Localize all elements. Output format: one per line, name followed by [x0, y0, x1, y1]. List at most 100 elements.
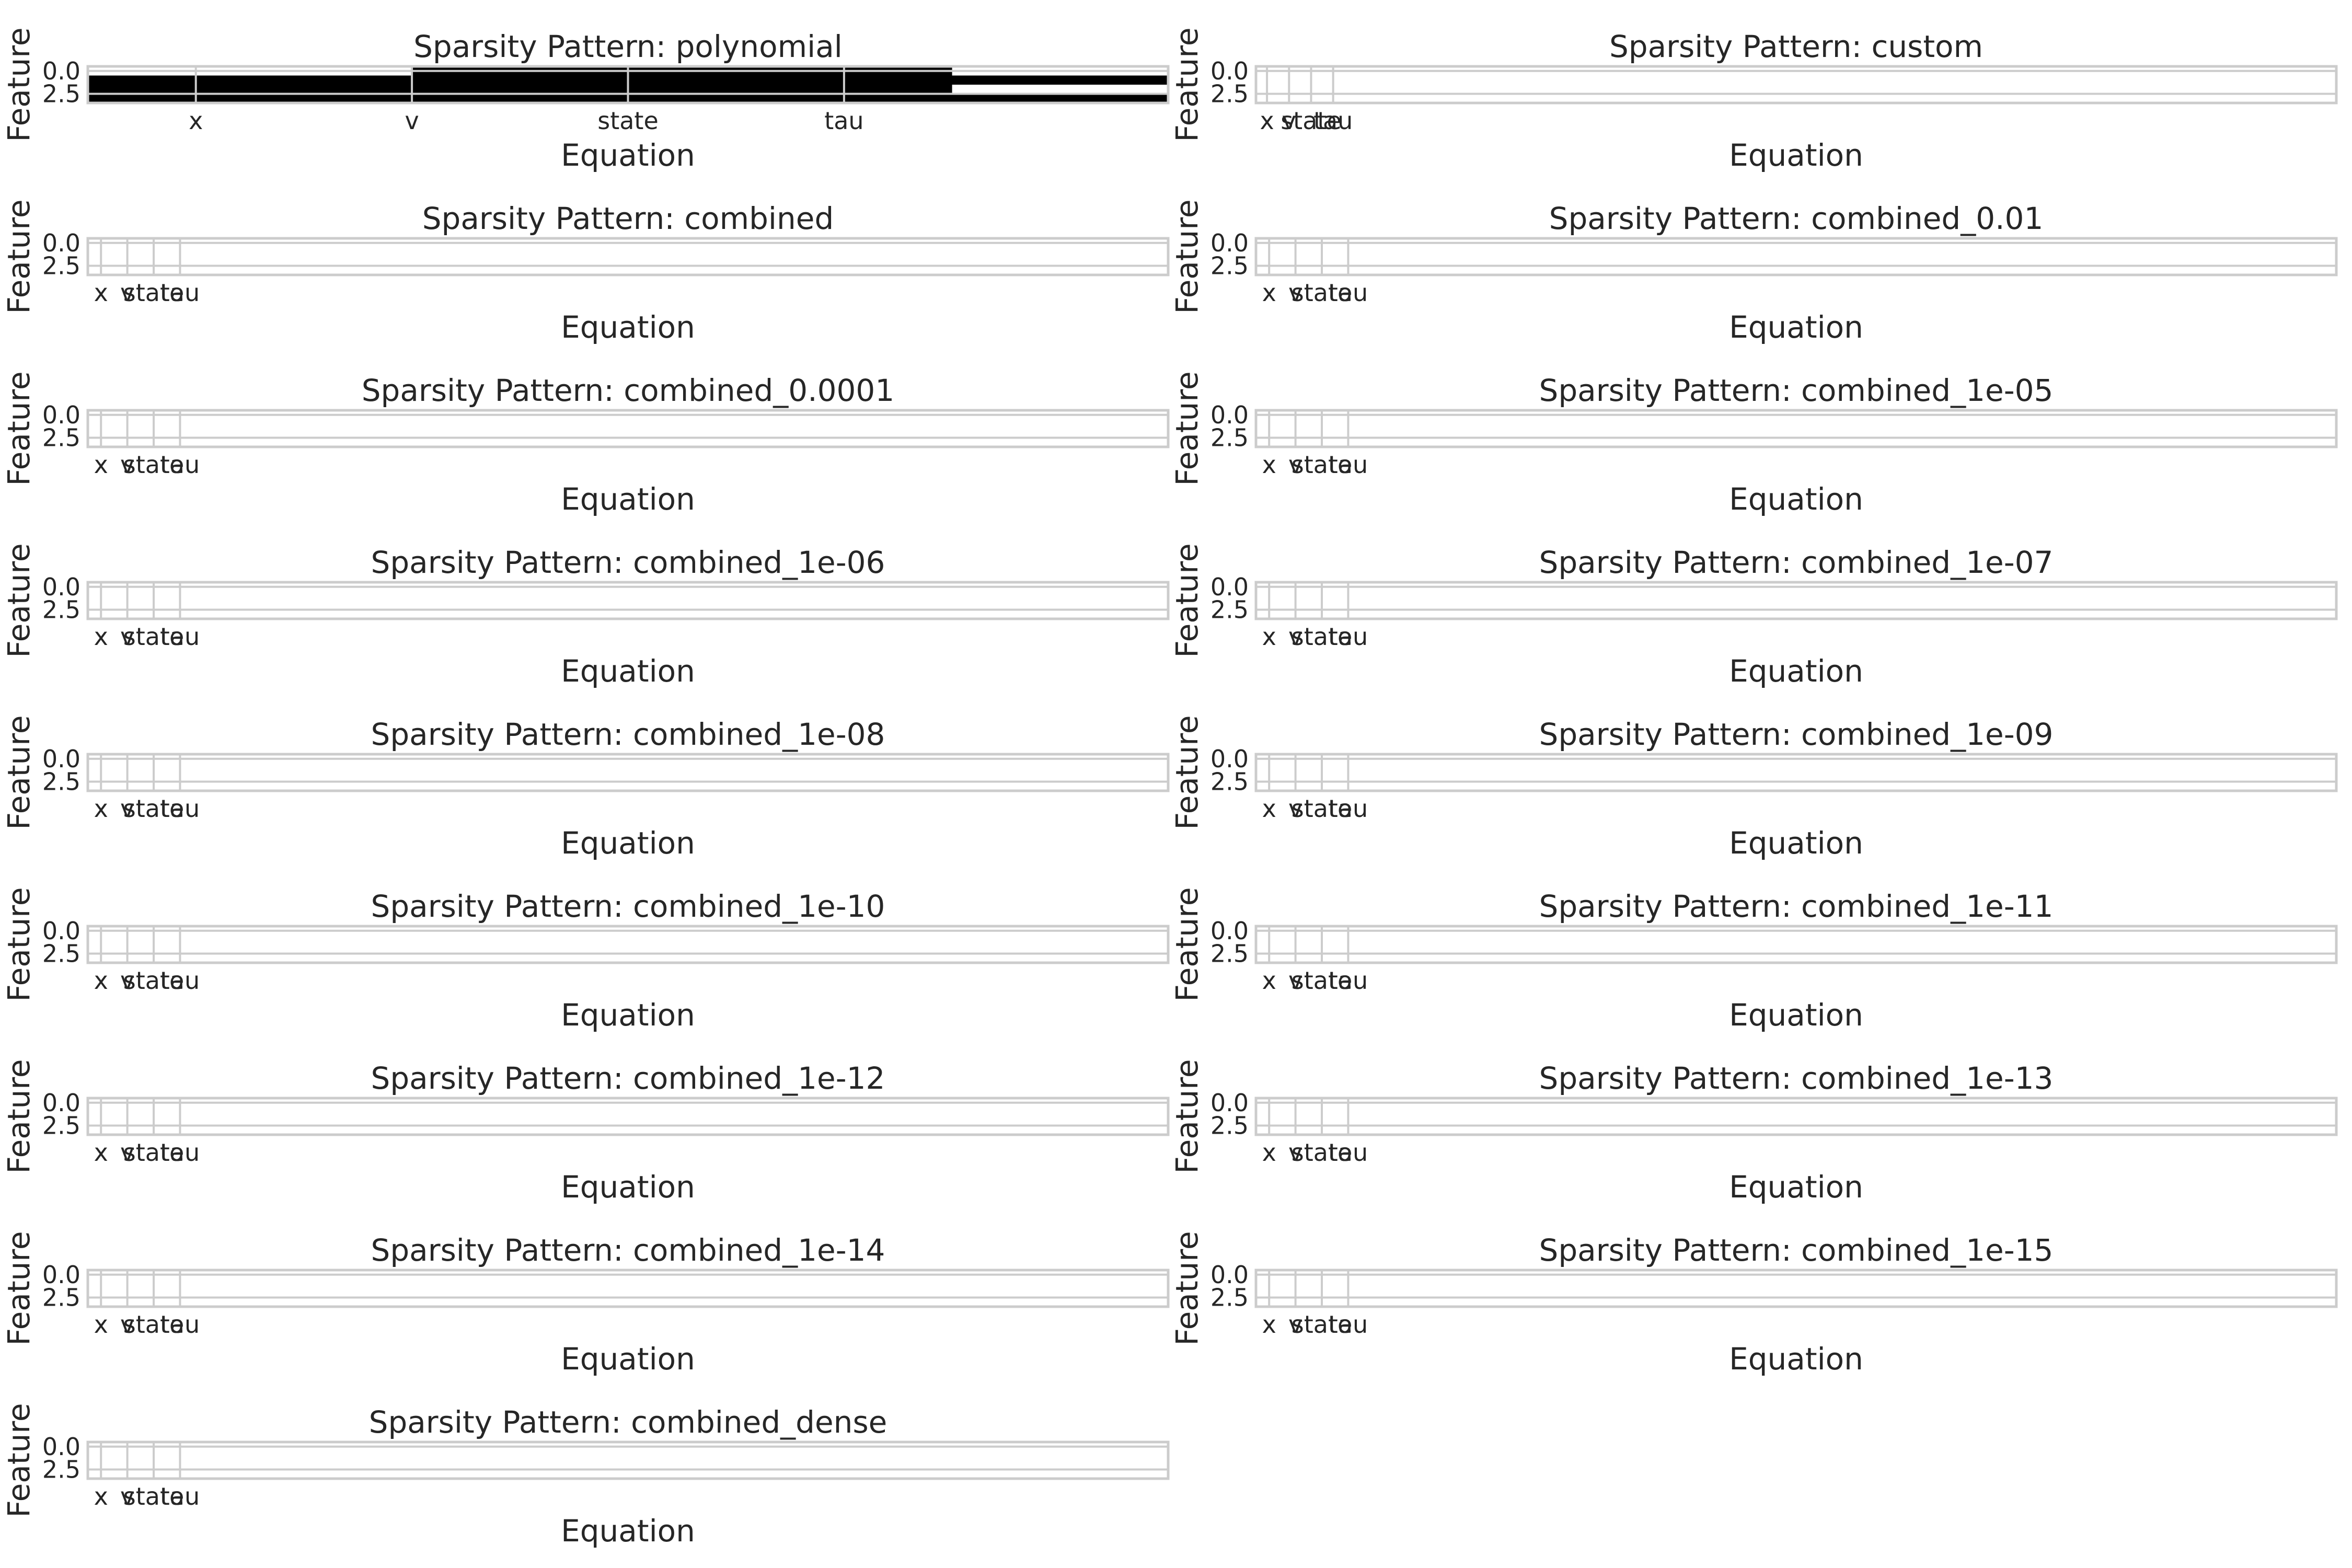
x-tick-label: state	[1292, 1310, 1353, 1339]
x-tick-label: v	[1282, 107, 1296, 135]
x-tick-label: v	[120, 279, 134, 307]
x-tick-label: tau	[160, 1482, 200, 1511]
x-tick-label: v	[120, 1482, 134, 1511]
subplot-title: Sparsity Pattern: combined_1e-12	[371, 1060, 885, 1096]
y-tick-label: 2.5	[42, 424, 80, 452]
x-tick-label: x	[94, 279, 108, 307]
axes-frame	[1254, 753, 2338, 792]
x-tick-label: state	[597, 107, 659, 135]
y-tick-label: 0.0	[42, 573, 80, 601]
subplot-title: Sparsity Pattern: combined_1e-15	[1539, 1232, 2054, 1268]
x-tick-label: tau	[1329, 966, 1368, 995]
y-axis-label: Feature	[1, 1059, 37, 1173]
axes-frame	[86, 237, 1170, 276]
axes-frame	[86, 1097, 1170, 1136]
y-tick-label: 2.5	[42, 1456, 80, 1484]
y-tick-label: 2.5	[42, 1284, 80, 1312]
subplot-title: Sparsity Pattern: combined_1e-10	[371, 889, 885, 924]
x-tick-label: state	[123, 279, 185, 307]
axes-frame	[1254, 1269, 2338, 1308]
y-axis-label: Feature	[1, 371, 37, 486]
y-tick-label: 2.5	[1210, 940, 1249, 968]
x-tick-label: v	[120, 1310, 134, 1339]
x-tick-label: tau	[1329, 794, 1368, 823]
subplot-14: Sparsity Pattern: combined_1e-14x vstatet…	[1, 1231, 1170, 1377]
y-tick-label: 0.0	[42, 745, 80, 773]
y-tick-label: 0.0	[1210, 1089, 1249, 1117]
x-tick-label: v	[120, 794, 134, 823]
y-axis-label: Feature	[1, 715, 37, 829]
x-axis-label: Equation	[1729, 309, 1863, 345]
y-axis-label: Feature	[1169, 887, 1205, 1001]
y-tick-label: 2.5	[42, 80, 80, 108]
subplot-10: Sparsity Pattern: combined_1e-10x vstatet…	[1, 887, 1170, 1033]
x-tick-label: v	[1288, 1138, 1302, 1167]
axes-frame	[1254, 925, 2338, 964]
axes-frame	[1254, 237, 2338, 276]
x-tick-label: v	[1288, 794, 1302, 823]
x-tick-label: v	[1288, 622, 1302, 651]
x-tick-label: state	[1281, 107, 1342, 135]
y-axis-label: Feature	[1169, 1059, 1205, 1173]
x-tick-label: tau	[160, 794, 200, 823]
y-tick-label: 0.0	[1210, 401, 1249, 429]
x-tick-label: state	[123, 794, 185, 823]
x-axis-label: Equation	[1729, 825, 1863, 861]
x-tick-label: state	[123, 966, 185, 995]
y-axis-label: Feature	[1169, 1231, 1205, 1345]
subplot-title: Sparsity Pattern: combined_1e-07	[1539, 545, 2054, 580]
subplot-3: Sparsity Pattern: combined_0.01x vstateta…	[1169, 199, 2338, 345]
x-tick-label: x	[94, 966, 108, 995]
axes-frame	[1254, 1097, 2338, 1136]
x-tick-label: state	[1292, 1138, 1353, 1167]
x-axis-label: Equation	[1729, 481, 1863, 517]
y-axis-label: Feature	[1169, 371, 1205, 486]
x-axis-label: Equation	[1729, 997, 1863, 1033]
y-axis-label: Feature	[1, 887, 37, 1001]
x-axis-label: Equation	[1729, 1341, 1863, 1377]
x-tick-label: state	[123, 1138, 185, 1167]
x-tick-label: state	[1292, 966, 1353, 995]
subplot-title: Sparsity Pattern: combined	[422, 201, 834, 236]
subplot-title: Sparsity Pattern: custom	[1609, 29, 1983, 64]
subplot-6: Sparsity Pattern: combined_1e-06x vstatet…	[1, 543, 1170, 689]
subplot-11: Sparsity Pattern: combined_1e-11x vstatet…	[1169, 887, 2338, 1033]
x-tick-label: state	[1292, 622, 1353, 651]
x-axis-label: Equation	[1729, 1169, 1863, 1205]
x-axis-label: Equation	[561, 1513, 695, 1549]
y-axis-label: Feature	[1169, 715, 1205, 829]
axes-frame	[86, 581, 1170, 620]
subplot-title: Sparsity Pattern: combined_0.0001	[362, 373, 895, 408]
x-tick-label: tau	[1329, 279, 1368, 307]
x-axis-label: Equation	[561, 481, 695, 517]
axes-frame	[86, 409, 1170, 448]
y-axis-label: Feature	[1169, 27, 1205, 142]
x-axis-label: Equation	[561, 997, 695, 1033]
x-tick-label: x	[94, 1482, 108, 1511]
x-tick-label: tau	[160, 622, 200, 651]
subplot-title: Sparsity Pattern: combined_1e-08	[371, 717, 885, 752]
x-tick-label: tau	[1313, 107, 1353, 135]
y-tick-label: 2.5	[1210, 424, 1249, 452]
y-tick-label: 2.5	[1210, 596, 1249, 624]
x-tick-label: v	[120, 622, 134, 651]
x-axis-label: Equation	[561, 1169, 695, 1205]
x-tick-label: tau	[1329, 451, 1368, 479]
y-tick-label: 0.0	[42, 401, 80, 429]
x-tick-label: state	[123, 622, 185, 651]
subplot-title: Sparsity Pattern: combined_1e-14	[371, 1232, 885, 1268]
x-axis-label: Equation	[561, 653, 695, 689]
x-tick-label: tau	[1329, 1310, 1368, 1339]
x-tick-label: x	[1260, 107, 1274, 135]
subplot-title: Sparsity Pattern: polynomial	[413, 29, 843, 64]
x-tick-label: v	[1288, 451, 1302, 479]
x-axis-label: Equation	[561, 309, 695, 345]
y-axis-label: Feature	[1, 199, 37, 314]
x-tick-label: x	[94, 794, 108, 823]
axes-frame	[86, 925, 1170, 964]
subplot-5: Sparsity Pattern: combined_1e-05x vstatet…	[1169, 371, 2338, 517]
